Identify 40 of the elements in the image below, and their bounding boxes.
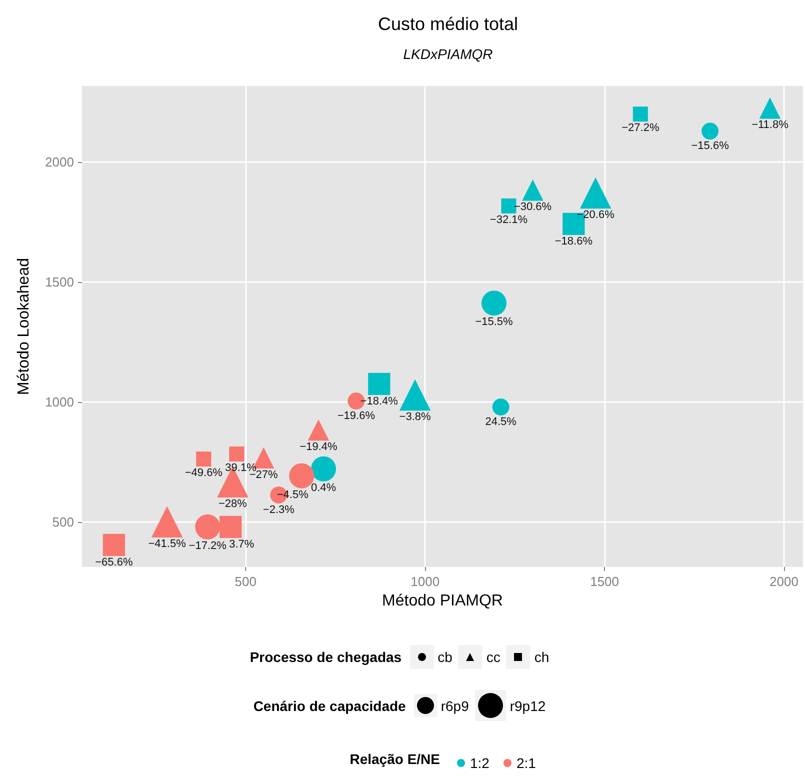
annotation: −11.8% <box>752 119 789 132</box>
annotation: 0.4% <box>310 482 336 494</box>
legend-label: 1:2 <box>470 755 490 771</box>
x-tick-label: 1500 <box>590 574 619 589</box>
text: cb <box>438 648 452 664</box>
legend-label: 2:1 <box>516 755 536 771</box>
x-tick-label: 1000 <box>410 574 440 589</box>
annotation: −15.5% <box>475 316 514 328</box>
x-tick-label: 500 <box>234 574 257 589</box>
annotation: −65.6% <box>95 556 133 569</box>
y-tick-label: 1500 <box>45 274 74 290</box>
annotation: −17.2% <box>188 540 227 552</box>
x-tick-label: 2000 <box>770 574 798 589</box>
annotation: 3.7% <box>229 538 254 551</box>
annotation: −49.6% <box>184 467 223 480</box>
annotation: −3.8% <box>399 411 432 424</box>
text: Cenário de capacidade <box>253 698 406 714</box>
annotation: −18.6% <box>554 236 593 248</box>
text: cc <box>486 648 500 664</box>
annotation: −27.2% <box>622 122 660 134</box>
y-tick-label: 500 <box>52 514 74 530</box>
y-tick-label: 1000 <box>45 394 74 410</box>
annotation: 24.5% <box>485 416 517 428</box>
text: ch <box>534 648 550 664</box>
y-axis-title: Método Lookahead <box>16 258 32 395</box>
annotation: −15.6% <box>691 140 730 152</box>
chart-subtitle: LKDxPIAMQR <box>403 46 493 62</box>
annotation: −19.6% <box>337 410 376 422</box>
annotation: −19.4% <box>300 441 338 454</box>
legend-label: r9p12 <box>510 698 546 714</box>
annotation: −28% <box>218 498 248 510</box>
annotation: −2.3% <box>262 504 295 516</box>
legend-label: r6p9 <box>440 698 469 714</box>
y-tick-label: 2000 <box>45 154 74 170</box>
text: Processo de chegadas <box>250 648 402 664</box>
chart-title: Custo médio total <box>378 14 518 34</box>
legend-title: Relação E/NE <box>350 751 440 767</box>
x-axis-title: Método PIAMQR <box>382 592 503 610</box>
annotation: −41.5% <box>148 538 186 550</box>
annotation: −32.1% <box>490 214 528 226</box>
